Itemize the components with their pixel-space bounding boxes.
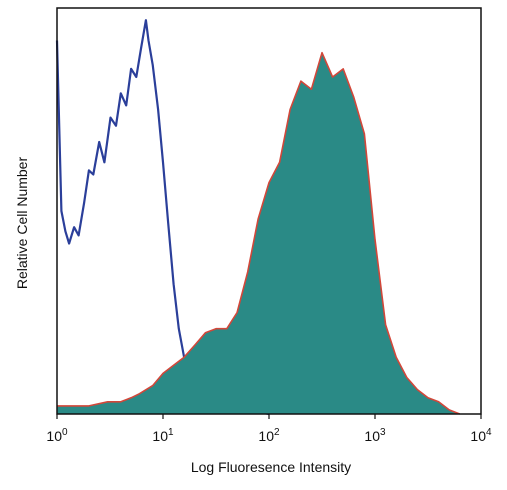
- x-tick-label: 104: [470, 427, 492, 444]
- series-layer: [55, 19, 461, 416]
- x-axis-title: Log Fluoresence Intensity: [191, 459, 351, 475]
- x-tick-label: 103: [364, 427, 386, 444]
- series-1-edge: [57, 51, 461, 415]
- series-1-area: [57, 52, 460, 414]
- x-tick-label: 100: [46, 427, 68, 444]
- x-tick-label: 101: [152, 427, 174, 444]
- x-tick-label: 102: [258, 427, 280, 444]
- y-axis-title: Relative Cell Number: [14, 157, 30, 290]
- tick-layer: 100 101 102 103 104: [46, 414, 492, 444]
